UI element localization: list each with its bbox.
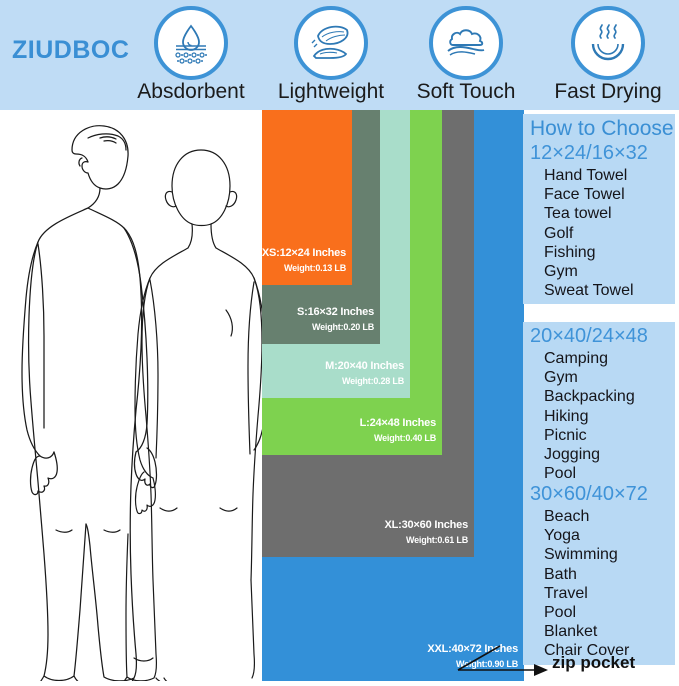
feature-label: Soft Touch: [416, 80, 516, 103]
size-rect-weight: Weight:0.61 LB: [405, 535, 468, 545]
brand-logo: ZIUDBOC: [12, 36, 130, 64]
choose-panel-item: Bath: [544, 565, 577, 583]
cloud-soft-icon: [429, 6, 503, 80]
choose-panel-item: Picnic: [544, 426, 587, 444]
size-rect-weight: Weight:0.13 LB: [283, 263, 346, 273]
choose-panel-item: Camping: [544, 350, 609, 367]
choose-panel-item: Travel: [544, 584, 588, 602]
choose-panel-item: Tea towel: [544, 205, 612, 223]
feature-soft-touch: Soft Touch: [417, 6, 515, 110]
choose-panel-item: Jogging: [544, 446, 601, 464]
feature-lightweight: Lightweight: [278, 6, 384, 110]
choose-panel-2: 20×40/24×48 Camping Gym Backpacking Hiking Pi…: [523, 322, 675, 488]
feature-fast-drying: Fast Drying: [554, 6, 662, 110]
choose-panel-3: 30×60/40×72 Beach Yoga Swimming Bath Travel Po…: [523, 480, 675, 665]
size-rect-weight: Weight:0.28 LB: [341, 376, 404, 386]
choose-panel-item: Golf: [544, 224, 574, 242]
feather-on-hand-icon: [294, 6, 368, 80]
zip-pocket-label: zip pocket: [552, 653, 636, 672]
callout-arrow-icon: [457, 645, 548, 676]
feature-absorbent: Absdorbent: [137, 6, 245, 110]
choose-panel-item: Backpacking: [544, 388, 635, 406]
steam-drying-icon: [571, 6, 645, 80]
water-drop-absorb-icon: [154, 6, 228, 80]
size-rect-xs: XS:12×24 Inches Weight:0.13 LB: [262, 110, 352, 285]
choose-panel-item: Sweat Towel: [544, 282, 634, 300]
choose-panel-item: Hiking: [544, 407, 589, 425]
choose-panel-item: Chair Cover: [544, 642, 630, 660]
choose-panel-item: Blanket: [544, 623, 598, 641]
choose-panel-item: Face Towel: [544, 186, 625, 204]
zip-pocket-callout: zip pocket: [430, 644, 679, 681]
size-rect-weight: Weight:0.90 LB: [455, 659, 518, 669]
size-rect-name: L:24×48 Inches: [359, 417, 437, 429]
size-rect-name: M:20×40 Inches: [325, 360, 404, 372]
choose-panel-title: 20×40/24×48: [530, 325, 648, 347]
body-figures: [0, 110, 262, 681]
header-banner: ZIUDBOC: [0, 0, 679, 110]
choose-panel-item: Beach: [544, 508, 590, 525]
choose-panel-item: Pool: [544, 604, 577, 622]
size-rect-weight: Weight:0.40 LB: [373, 433, 436, 443]
feature-label: Fast Drying: [554, 80, 662, 103]
choose-panel-item: Fishing: [544, 243, 596, 261]
size-rect-name: XL:30×60 Inches: [384, 519, 468, 531]
size-rect-name: XXL:40×72 Inches: [427, 643, 518, 655]
size-rect-name: S:16×32 Inches: [297, 306, 374, 318]
choose-panel-item: Yoga: [544, 527, 580, 545]
choose-panel-item: Pool: [544, 465, 577, 483]
choose-panel-item: Swimming: [544, 546, 618, 564]
feature-label: Absdorbent: [137, 80, 245, 103]
how-to-choose-heading: How to Choose: [530, 117, 674, 140]
choose-panel-title: 12×24/16×32: [530, 142, 648, 164]
size-rect-weight: Weight:0.20 LB: [311, 322, 374, 332]
size-rect-name: XS:12×24 Inches: [261, 247, 346, 259]
choose-panel-item: Gym: [544, 369, 578, 387]
choose-panel-item: Gym: [544, 263, 578, 281]
choose-panel-1: How to Choose 12×24/16×32 Hand Towel Face T…: [523, 114, 675, 305]
feature-label: Lightweight: [277, 80, 385, 103]
choose-panel-title: 30×60/40×72: [530, 483, 648, 505]
choose-panel-item: Hand Towel: [544, 167, 628, 184]
main-canvas: XXL:40×72 Inches Weight:0.90 LB XL:30×60 I…: [0, 110, 679, 681]
